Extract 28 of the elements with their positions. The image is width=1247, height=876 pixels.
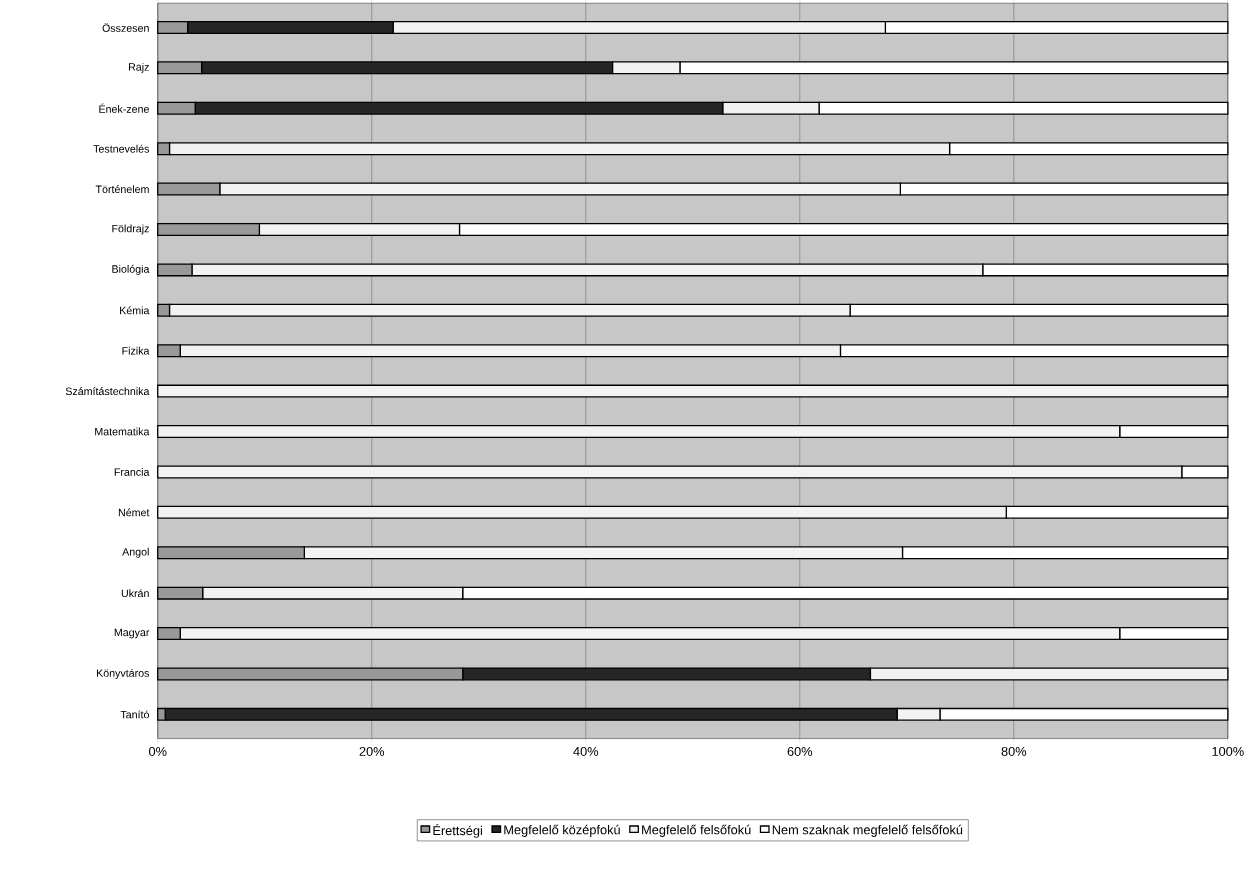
x-tick-label: 100%	[1212, 746, 1244, 756]
y-tick-label: Német	[118, 508, 150, 517]
y-tick-label: Tanító	[120, 710, 149, 719]
y-tick-label: Könyvtáros	[96, 668, 150, 679]
x-tick-label: 20%	[359, 746, 385, 756]
y-tick-label: Földrajz	[112, 224, 149, 235]
legend-label: Megfelelő középfokú	[504, 824, 620, 837]
legend-label: Érettségi	[433, 823, 482, 838]
y-tick-label: Összesen	[102, 22, 149, 32]
x-tick-label: 0%	[149, 746, 167, 756]
y-tick-label: Ukrán	[121, 589, 149, 598]
y-tick-label: Testnevelés	[93, 144, 150, 153]
x-tick-label: 60%	[787, 746, 813, 756]
x-tick-label: 80%	[1001, 746, 1027, 756]
y-tick-label: Matematika	[95, 427, 150, 436]
y-tick-label: Francia	[114, 467, 150, 476]
y-tick-label: Magyar	[114, 628, 150, 639]
x-tick-label: 40%	[573, 746, 599, 756]
y-tick-label: Számítástechnika	[65, 387, 150, 396]
y-tick-label: Ének-zene	[99, 103, 149, 113]
y-tick-label: Biológia	[112, 264, 150, 275]
y-tick-label: Rajz	[128, 62, 149, 73]
legend-label: Megfelelő felsőfokú	[642, 824, 751, 837]
y-tick-label: Angol	[122, 547, 149, 558]
y-tick-label: Kémia	[120, 306, 150, 315]
legend-label: Nem szaknak megfelelő felsőfokú	[772, 824, 963, 837]
y-tick-label: Fizika	[122, 346, 150, 355]
y-tick-label: Történelem	[95, 185, 149, 193]
